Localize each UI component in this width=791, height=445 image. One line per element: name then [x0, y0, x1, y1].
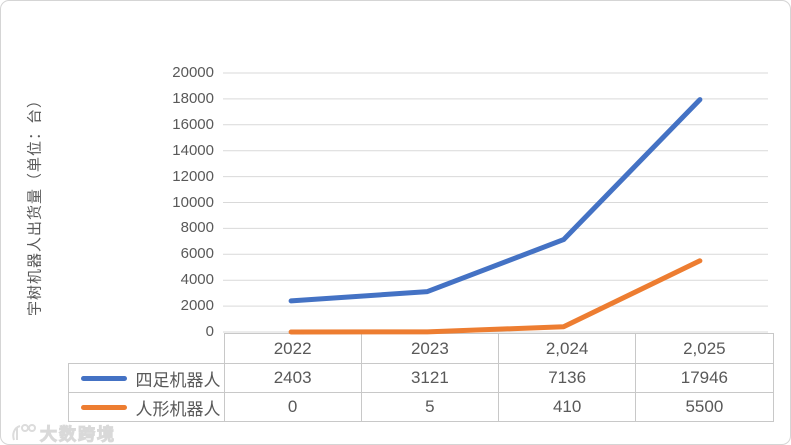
legend-cell: 四足机器人: [68, 363, 225, 393]
table-row: 人形机器人 0 5 410 5500: [68, 392, 774, 422]
legend-line-sample: [80, 375, 127, 381]
table-value-cell: 0: [223, 392, 362, 422]
table-value-cell: 5500: [635, 392, 774, 422]
y-axis-tick: 20000: [172, 64, 214, 81]
table-value-cell: 7136: [497, 363, 637, 393]
table-value-cell: 410: [497, 392, 637, 422]
y-axis-tick: 16000: [172, 115, 214, 133]
legend-line-sample: [80, 404, 127, 410]
table-header-year: 2022: [223, 333, 362, 364]
series-line-0: [288, 97, 703, 304]
watermark-text: 大数跨境: [40, 425, 116, 445]
table-value-cell: 17946: [635, 363, 774, 393]
table-value-cell: 3121: [360, 363, 500, 393]
legend-series-label: 四足机器人: [135, 370, 221, 390]
legend-series-label: 人形机器人: [135, 399, 221, 419]
legend-cell: 人形机器人: [68, 392, 225, 422]
table-header-year: 2,024: [497, 333, 637, 364]
y-axis-tick: 4000: [180, 271, 214, 289]
table-header-year: 2023: [360, 333, 500, 364]
y-axis-title: 宇树机器人出货量（单位：台）: [26, 91, 44, 317]
table-corner-blank: [69, 334, 225, 364]
y-axis-tick: 10000: [172, 193, 214, 211]
series-line-1: [288, 258, 703, 335]
table-value-cell: 2403: [223, 363, 362, 393]
y-axis-tick: 8000: [180, 219, 214, 237]
y-axis-tick: 0: [205, 323, 214, 340]
table-header-year: 2,025: [635, 333, 774, 364]
table-row: 四足机器人 2403 3121 7136 17946: [68, 363, 774, 393]
y-axis-tick: 14000: [172, 141, 214, 159]
watermark-logo: [12, 423, 36, 440]
line-chart-plot: [223, 72, 768, 335]
y-axis-tick: 6000: [180, 245, 214, 263]
y-axis-tick: 12000: [172, 167, 214, 185]
y-axis-tick: 2000: [180, 297, 214, 315]
data-table: 2022 2023 2,024 2,025 四足机器人 2403 3121 7136 17946…: [68, 333, 774, 422]
table-row: 2022 2023 2,024 2,025: [69, 333, 774, 364]
y-axis-tick: 18000: [172, 89, 214, 107]
watermark: 大数跨境: [10, 420, 116, 445]
table-value-cell: 5: [360, 392, 500, 422]
